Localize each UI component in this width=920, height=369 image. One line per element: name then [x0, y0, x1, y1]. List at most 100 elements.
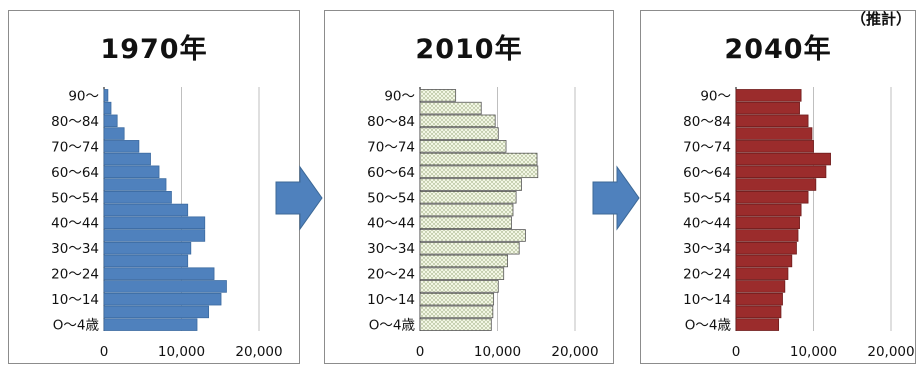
bar-9 [103, 203, 189, 217]
bar-16 [735, 114, 809, 128]
bar-5 [103, 254, 189, 268]
bar-0 [103, 318, 198, 331]
x-tick-label: 20,000 [551, 344, 598, 360]
category-label: 90～ [68, 88, 99, 104]
category-label: 20～24 [683, 267, 731, 283]
pyramid-plot: O～4歳 10～14 20～24 30～34 40～44 50～54 60～64 70～74 8… [683, 87, 915, 360]
bar-10 [735, 191, 809, 204]
bar-13 [103, 152, 151, 166]
category-label: 10～14 [683, 292, 731, 308]
category-label: 90～ [700, 88, 731, 104]
category-label: O～4歳 [369, 318, 416, 334]
bar-10 [103, 191, 172, 204]
bar-11 [103, 178, 167, 191]
bar-7 [419, 229, 526, 242]
category-label: 30～34 [51, 241, 99, 257]
x-tick-label: 20,000 [235, 344, 282, 360]
bar-3 [735, 280, 786, 293]
bar-4 [419, 267, 505, 280]
bar-11 [735, 178, 817, 191]
category-label: 60～64 [683, 165, 731, 181]
category-label: 60～64 [51, 165, 99, 181]
bar-8 [419, 216, 512, 229]
bar-12 [103, 165, 160, 179]
pyramid-plot: O～4歳 10～14 20～24 30～34 40～44 50～54 60～64 70～74 8… [51, 87, 283, 360]
chart-title: 1970年 [100, 34, 208, 65]
bar-4 [735, 267, 789, 280]
bar-3 [103, 280, 227, 293]
bar-15 [735, 127, 813, 140]
bar-16 [103, 114, 118, 128]
category-label: 80～84 [683, 114, 731, 130]
bar-13 [419, 152, 538, 166]
bar-18 [735, 89, 802, 102]
bar-1 [103, 305, 210, 319]
bar-9 [735, 203, 802, 217]
category-label: 40～44 [51, 216, 99, 232]
chart-title: 2040年 [724, 34, 832, 65]
bar-16 [419, 114, 496, 128]
bar-1 [735, 305, 782, 319]
bar-5 [419, 254, 508, 268]
bar-17 [735, 101, 800, 115]
bar-12 [735, 165, 827, 179]
category-label: 90～ [384, 88, 415, 104]
category-label: 10～14 [51, 292, 99, 308]
bar-6 [103, 241, 192, 255]
category-label: 80～84 [367, 114, 415, 130]
category-label: O～4歳 [53, 318, 100, 334]
bar-5 [735, 254, 793, 268]
bar-8 [735, 216, 800, 229]
chart-panel-2010: O～4歳 10～14 20～24 30～34 40～44 50～54 60～64 70～74 8… [324, 10, 614, 364]
bar-7 [103, 229, 206, 242]
arrow-shape [275, 165, 323, 231]
category-label: 40～44 [683, 216, 731, 232]
x-tick-label: 10,000 [790, 344, 837, 360]
bar-0 [419, 318, 492, 331]
category-label: 70～74 [683, 139, 731, 155]
category-label: O～4歳 [685, 318, 732, 334]
bar-17 [103, 101, 112, 115]
x-tick-label: 0 [416, 344, 425, 360]
pyramid-plot: O～4歳 10～14 20～24 30～34 40～44 50～54 60～64 70～74 8… [367, 87, 599, 360]
bar-15 [103, 127, 125, 140]
bar-2 [419, 292, 495, 306]
category-label: 70～74 [51, 139, 99, 155]
bar-15 [419, 127, 499, 140]
category-label: 30～34 [683, 241, 731, 257]
category-label: 80～84 [51, 114, 99, 130]
chart-panel-1970: O～4歳 10～14 20～24 30～34 40～44 50～54 60～64 70～74 8… [8, 10, 300, 364]
bar-14 [103, 140, 140, 153]
chart-title: 2010年 [415, 34, 523, 65]
bar-6 [735, 241, 797, 255]
bar-18 [419, 89, 457, 102]
bar-1 [419, 305, 494, 319]
category-label: 50～54 [683, 190, 731, 206]
bar-17 [419, 101, 482, 115]
bar-2 [735, 292, 783, 306]
category-label: 50～54 [367, 190, 415, 206]
category-label: 60～64 [367, 165, 415, 181]
bar-14 [735, 140, 814, 153]
x-tick-label: 0 [732, 344, 741, 360]
category-label: 50～54 [51, 190, 99, 206]
category-label: 40～44 [367, 216, 415, 232]
bar-12 [419, 165, 539, 179]
x-tick-label: 20,000 [867, 344, 914, 360]
bar-9 [419, 203, 514, 217]
bar-2 [103, 292, 222, 306]
x-tick-label: 0 [100, 344, 109, 360]
bar-0 [735, 318, 780, 331]
bar-3 [419, 280, 499, 293]
bar-8 [103, 216, 206, 229]
x-tick-label: 10,000 [474, 344, 521, 360]
category-label: 30～34 [367, 241, 415, 257]
category-label: 10～14 [367, 292, 415, 308]
category-label: 20～24 [51, 267, 99, 283]
category-label: 20～24 [367, 267, 415, 283]
arrow-shape [592, 165, 640, 231]
right-arrow-icon [274, 165, 324, 235]
right-arrow-icon [591, 165, 641, 235]
category-label: 70～74 [367, 139, 415, 155]
bar-13 [735, 152, 831, 166]
